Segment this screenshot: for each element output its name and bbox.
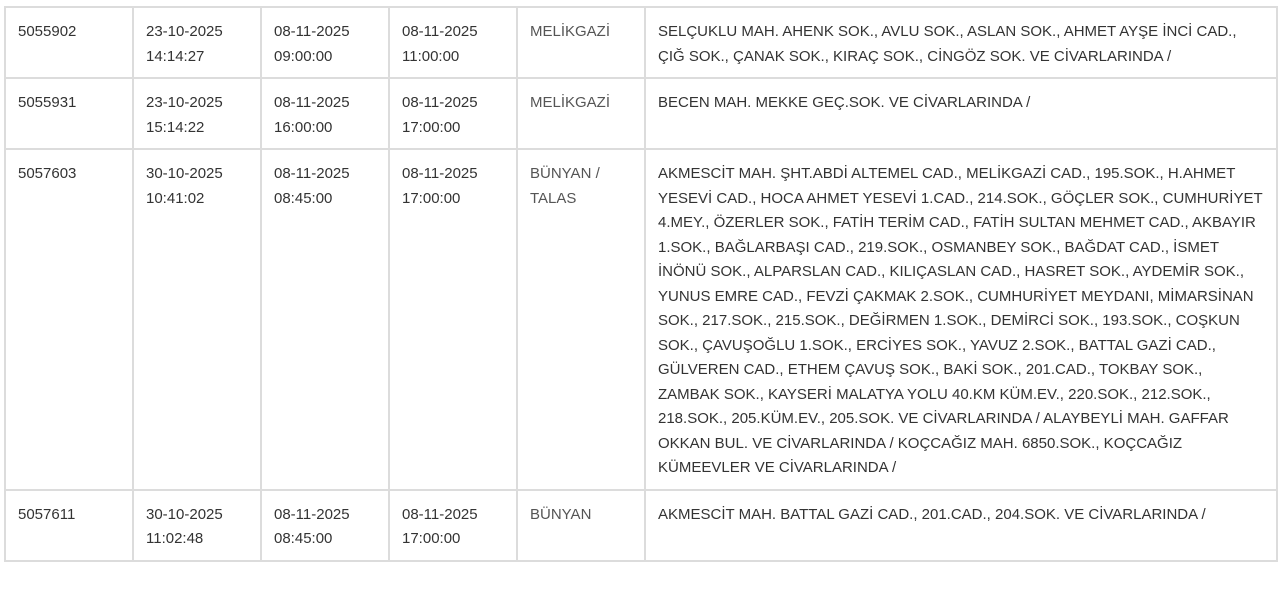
address-cell: AKMESCİT MAH. BATTAL GAZİ CAD., 201.CAD.… [644, 488, 1278, 562]
district-cell: MELİKGAZİ [516, 6, 646, 79]
address-cell: SELÇUKLU MAH. AHENK SOK., AVLU SOK., ASL… [644, 6, 1278, 79]
created-cell: 30-10-2025 10:41:02 [132, 148, 262, 491]
table-row: 5057603 30-10-2025 10:41:02 08-11-2025 08:… [4, 148, 1278, 491]
end-cell: 08-11-2025 11:00:00 [388, 6, 518, 79]
start-cell: 08-11-2025 08:45:00 [260, 488, 390, 562]
district-cell: BÜNYAN / TALAS [516, 148, 646, 491]
end-cell: 08-11-2025 17:00:00 [388, 148, 518, 491]
outage-table: 5055902 23-10-2025 14:14:27 08-11-2025 09:… [4, 6, 1278, 562]
start-cell: 08-11-2025 16:00:00 [260, 77, 390, 150]
start-cell: 08-11-2025 08:45:00 [260, 148, 390, 491]
end-cell: 08-11-2025 17:00:00 [388, 488, 518, 562]
id-cell: 5057603 [4, 148, 134, 491]
table-body: 5055902 23-10-2025 14:14:27 08-11-2025 09:… [4, 6, 1278, 562]
table-row: 5055931 23-10-2025 15:14:22 08-11-2025 16:… [4, 77, 1278, 150]
id-cell: 5055931 [4, 77, 134, 150]
start-cell: 08-11-2025 09:00:00 [260, 6, 390, 79]
address-cell: AKMESCİT MAH. ŞHT.ABDİ ALTEMEL CAD., MEL… [644, 148, 1278, 491]
table-row: 5057611 30-10-2025 11:02:48 08-11-2025 08:… [4, 488, 1278, 562]
end-cell: 08-11-2025 17:00:00 [388, 77, 518, 150]
id-cell: 5057611 [4, 488, 134, 562]
created-cell: 23-10-2025 15:14:22 [132, 77, 262, 150]
id-cell: 5055902 [4, 6, 134, 79]
table-row: 5055902 23-10-2025 14:14:27 08-11-2025 09:… [4, 6, 1278, 79]
district-cell: MELİKGAZİ [516, 77, 646, 150]
created-cell: 30-10-2025 11:02:48 [132, 488, 262, 562]
created-cell: 23-10-2025 14:14:27 [132, 6, 262, 79]
district-cell: BÜNYAN [516, 488, 646, 562]
address-cell: BECEN MAH. MEKKE GEÇ.SOK. VE CİVARLARIND… [644, 77, 1278, 150]
